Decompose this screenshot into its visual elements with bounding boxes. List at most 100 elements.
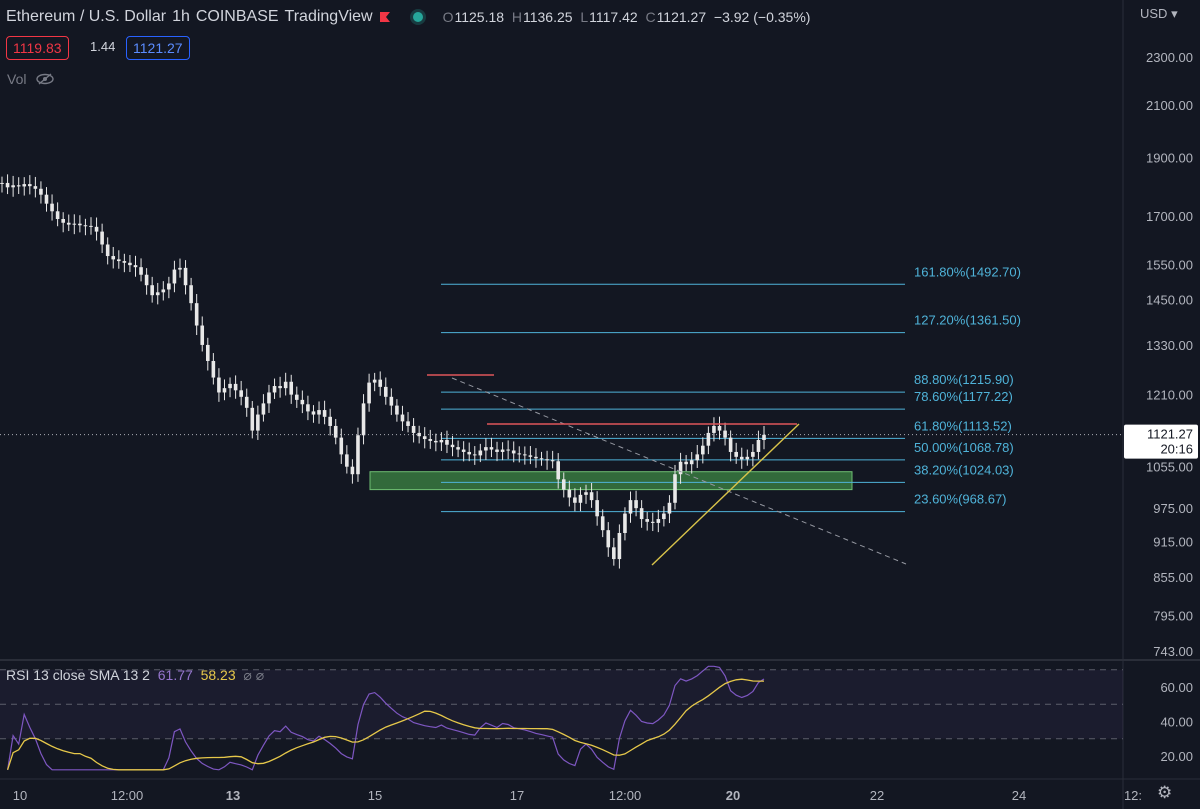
candle-body	[244, 396, 249, 408]
candle-body	[83, 225, 88, 227]
last-price-label: 1121.27	[1147, 427, 1193, 442]
flag-icon[interactable]	[379, 11, 391, 23]
candle-body	[484, 447, 488, 451]
rsi-value: 61.77	[157, 667, 193, 683]
volume-indicator[interactable]: Vol	[7, 71, 55, 87]
candle-body	[684, 461, 688, 465]
candle-body	[612, 547, 616, 560]
candle-body	[528, 455, 533, 457]
candle-body	[178, 267, 182, 270]
open-value: 1125.18	[454, 9, 505, 25]
candle-body	[701, 445, 705, 455]
candle-body	[745, 456, 750, 460]
candle-body	[445, 439, 449, 445]
candle-body	[383, 386, 388, 397]
candle-body	[372, 379, 377, 383]
low-value: 1117.42	[589, 9, 638, 25]
candle-body	[356, 435, 360, 475]
fib-level-label: 38.20%(1024.03)	[914, 462, 1014, 477]
price-tick-label: 2300.00	[1146, 50, 1193, 65]
fib-level-label: 127.20%(1361.50)	[914, 313, 1021, 328]
candle-body	[250, 407, 255, 431]
candle-body	[122, 261, 127, 263]
time-tick-label: 12:00	[609, 788, 642, 803]
close-value: 1121.27	[656, 9, 707, 25]
symbol-name[interactable]: Ethereum / U.S. Dollar	[6, 8, 167, 25]
ohlc-readout: O1125.18 H1136.25 L1117.42 C1121.27 −3.9…	[442, 9, 811, 25]
candle-body	[300, 399, 305, 405]
candle-body	[11, 185, 15, 188]
market-status-icon[interactable]	[412, 12, 423, 22]
time-axis[interactable]: 10 12:00 13 15 17 12:00 20 22 24 12:	[13, 788, 1142, 803]
candle-body	[695, 454, 700, 461]
candle-body	[673, 474, 677, 503]
candle-body	[22, 184, 27, 187]
rsi-title: RSI 13 close SMA 13 2	[6, 667, 150, 683]
candle-body	[434, 440, 438, 443]
candle-body	[133, 265, 138, 268]
candle-body	[200, 325, 205, 345]
candle-body	[261, 403, 266, 415]
candle-body	[350, 466, 355, 475]
settings-gear-icon[interactable]: ⚙	[1157, 783, 1173, 802]
price-axis[interactable]: 2300.00 2100.00 1900.00 1700.00 1550.00 1450.…	[1124, 50, 1198, 659]
last-price-badge	[1124, 424, 1198, 459]
candle-body	[689, 460, 694, 465]
candle-body	[606, 530, 611, 548]
interval-label[interactable]: 1h	[172, 8, 190, 25]
price-tick-label: 795.00	[1153, 608, 1193, 623]
currency-selector[interactable]: USD ▾	[1140, 6, 1178, 21]
fib-level-label: 161.80%(1492.70)	[914, 264, 1021, 279]
candle-body	[105, 244, 110, 257]
bar-countdown-label: 20:16	[1160, 442, 1193, 457]
price-tick-label: 1700.00	[1146, 209, 1193, 224]
candle-body	[272, 386, 277, 393]
price-tick-label: 915.00	[1153, 535, 1193, 550]
candle-body	[623, 513, 627, 533]
candle-body	[172, 269, 177, 284]
candle-body	[406, 421, 410, 426]
ascending-trendline	[651, 423, 800, 566]
candle-body	[144, 274, 149, 286]
source-label: TradingView	[284, 8, 373, 25]
candle-body	[628, 500, 633, 514]
high-value: 1136.25	[522, 9, 573, 25]
candle-body	[289, 381, 294, 395]
candle-body	[573, 497, 577, 503]
candle-body	[678, 461, 683, 475]
candle-body	[600, 516, 605, 531]
candle-body	[706, 432, 711, 446]
candle-body	[228, 383, 232, 389]
candle-body	[634, 500, 638, 509]
candle-body	[550, 460, 555, 462]
candle-body	[256, 414, 260, 431]
candle-body	[50, 203, 54, 212]
candle-body	[78, 223, 82, 226]
candle-body	[39, 188, 43, 195]
change-value: −3.92 (−0.35%)	[713, 9, 811, 25]
candle-body	[728, 437, 733, 452]
candle-body	[556, 461, 561, 480]
candle-body	[639, 508, 644, 520]
time-tick-label: 10	[13, 788, 27, 803]
candle-body	[150, 285, 154, 296]
candle-body	[517, 453, 522, 455]
candle-body	[345, 454, 349, 467]
candle-body	[361, 403, 366, 436]
candle-body	[28, 184, 32, 187]
candle-body	[139, 267, 143, 275]
fib-level-label: 50.00%(1068.78)	[914, 440, 1014, 455]
fib-level-label: 78.60%(1177.22)	[914, 389, 1013, 404]
candle-body	[367, 382, 371, 404]
candle-body	[5, 182, 10, 188]
candle-body	[311, 411, 316, 415]
candle-body	[717, 425, 722, 431]
candle-body	[534, 456, 538, 459]
buy-price-button[interactable]: 1121.27	[126, 36, 190, 60]
sell-price-button[interactable]: 1119.83	[6, 36, 69, 60]
eye-hidden-icon[interactable]	[36, 73, 55, 85]
price-tick-label: 1330.00	[1146, 338, 1193, 353]
candle-body	[205, 344, 210, 361]
